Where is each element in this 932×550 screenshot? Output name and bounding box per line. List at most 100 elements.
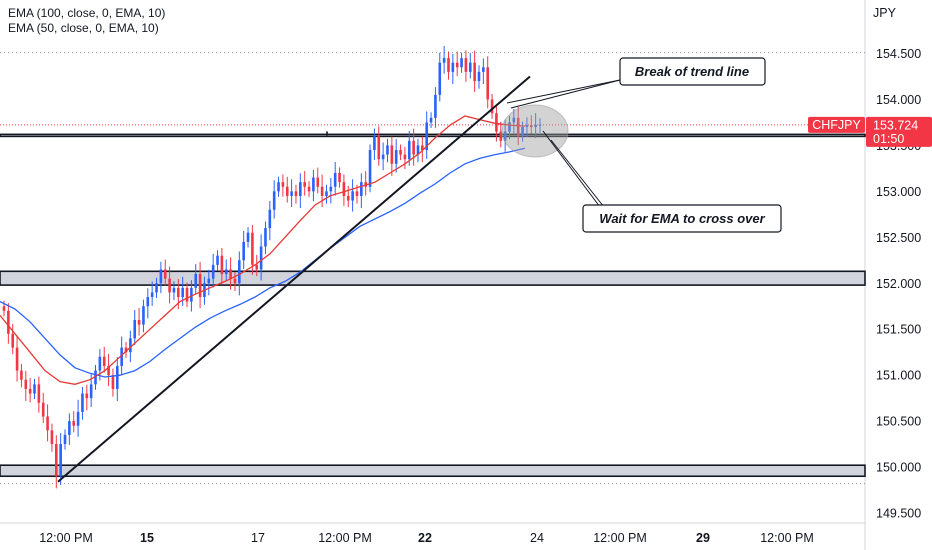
candle-body[interactable] bbox=[54, 444, 58, 477]
candle-body[interactable] bbox=[468, 62, 472, 72]
candle-body[interactable] bbox=[373, 136, 376, 150]
candle-body[interactable] bbox=[242, 241, 245, 261]
candle-body[interactable] bbox=[216, 255, 219, 265]
candle-body[interactable] bbox=[442, 58, 446, 63]
legend-ema100[interactable]: EMA (100, close, 0, EMA, 10) bbox=[8, 6, 166, 20]
candle-body[interactable] bbox=[120, 347, 123, 366]
candle-body[interactable] bbox=[268, 209, 272, 229]
candle-body[interactable] bbox=[381, 154, 385, 160]
candle-body[interactable] bbox=[272, 191, 276, 210]
highlight-circle[interactable] bbox=[501, 104, 569, 158]
candle-body[interactable] bbox=[41, 402, 45, 417]
candle-body[interactable] bbox=[177, 287, 180, 298]
candle-body[interactable] bbox=[438, 62, 442, 95]
support-zone-mid[interactable] bbox=[0, 270, 866, 286]
callout-break-box[interactable] bbox=[619, 57, 766, 86]
candle-body[interactable] bbox=[98, 356, 102, 371]
candle-body[interactable] bbox=[137, 320, 141, 325]
candle-body[interactable] bbox=[251, 232, 254, 265]
candle-body[interactable] bbox=[455, 62, 459, 68]
candle-body[interactable] bbox=[412, 140, 415, 155]
candle-body[interactable] bbox=[407, 140, 411, 160]
candle-body[interactable] bbox=[285, 186, 289, 196]
candle-body[interactable] bbox=[59, 444, 62, 477]
ema50-line[interactable] bbox=[0, 115, 526, 385]
candle-body[interactable] bbox=[503, 131, 507, 141]
candle-body[interactable] bbox=[425, 122, 428, 150]
candle-body[interactable] bbox=[7, 310, 10, 334]
candle-body[interactable] bbox=[220, 255, 224, 275]
candle-body[interactable] bbox=[185, 287, 189, 302]
candle-body[interactable] bbox=[403, 154, 407, 160]
candle-body[interactable] bbox=[46, 416, 49, 431]
candle-body[interactable] bbox=[264, 228, 267, 247]
candle-body[interactable] bbox=[85, 393, 89, 399]
candle-body[interactable] bbox=[538, 124, 542, 126]
candle-body[interactable] bbox=[394, 149, 398, 164]
candle-body[interactable] bbox=[447, 58, 450, 72]
candle-body[interactable] bbox=[116, 365, 119, 389]
candle-body[interactable] bbox=[133, 320, 137, 339]
candle-body[interactable] bbox=[181, 287, 184, 298]
resistance-line[interactable] bbox=[0, 133, 866, 138]
candle-body[interactable] bbox=[338, 172, 341, 183]
candle-body[interactable] bbox=[89, 384, 93, 399]
candle-body[interactable] bbox=[15, 347, 19, 371]
candle-body[interactable] bbox=[333, 172, 337, 187]
symbol-tag-bg[interactable] bbox=[808, 116, 865, 133]
candle-body[interactable] bbox=[2, 306, 6, 311]
candle-body[interactable] bbox=[246, 232, 250, 242]
candle-body[interactable] bbox=[473, 62, 476, 82]
candle-body[interactable] bbox=[499, 131, 503, 141]
candle-body[interactable] bbox=[477, 71, 481, 82]
candle-body[interactable] bbox=[312, 177, 315, 192]
candle-body[interactable] bbox=[490, 99, 494, 114]
candle-body[interactable] bbox=[434, 94, 437, 118]
candle-body[interactable] bbox=[124, 347, 128, 353]
callout-wait-box[interactable] bbox=[582, 204, 782, 233]
candle-body[interactable] bbox=[102, 356, 106, 366]
candle-body[interactable] bbox=[277, 182, 280, 192]
candle-body[interactable] bbox=[159, 269, 163, 284]
candle-body[interactable] bbox=[299, 182, 302, 196]
candle-body[interactable] bbox=[316, 177, 320, 187]
trend-line[interactable] bbox=[57, 75, 531, 483]
candle-body[interactable] bbox=[20, 370, 23, 380]
price-tag-bg[interactable] bbox=[866, 116, 932, 147]
candle-body[interactable] bbox=[68, 421, 71, 435]
candle-body[interactable] bbox=[508, 122, 511, 132]
candle-body[interactable] bbox=[390, 145, 394, 164]
candle-body[interactable] bbox=[50, 430, 54, 445]
candle-body[interactable] bbox=[150, 292, 154, 298]
candle-body[interactable] bbox=[325, 191, 328, 196]
candle-body[interactable] bbox=[486, 67, 490, 100]
candle-body[interactable] bbox=[360, 182, 363, 196]
candle-body[interactable] bbox=[63, 434, 67, 445]
candle-body[interactable] bbox=[529, 125, 533, 128]
candle-body[interactable] bbox=[464, 58, 468, 72]
candle-body[interactable] bbox=[207, 278, 211, 284]
candle-body[interactable] bbox=[512, 117, 516, 123]
candle-body[interactable] bbox=[416, 145, 420, 155]
candle-body[interactable] bbox=[76, 411, 80, 426]
candle-body[interactable] bbox=[37, 384, 41, 403]
candle-body[interactable] bbox=[107, 365, 110, 376]
candle-body[interactable] bbox=[190, 287, 193, 302]
legend-ema50[interactable]: EMA (50, close, 0, EMA, 10) bbox=[8, 21, 159, 35]
candle-body[interactable] bbox=[172, 287, 176, 293]
candle-body[interactable] bbox=[294, 191, 298, 196]
candle-body[interactable] bbox=[516, 117, 520, 137]
candle-body[interactable] bbox=[525, 125, 529, 128]
candle-body[interactable] bbox=[24, 379, 28, 389]
candle-body[interactable] bbox=[355, 191, 359, 196]
candle-body[interactable] bbox=[255, 264, 259, 270]
candle-body[interactable] bbox=[146, 297, 150, 307]
candle-body[interactable] bbox=[342, 182, 346, 196]
ema100-line[interactable] bbox=[0, 147, 526, 378]
candle-body[interactable] bbox=[259, 246, 263, 270]
candle-body[interactable] bbox=[198, 274, 202, 298]
candle-body[interactable] bbox=[81, 393, 84, 412]
candle-body[interactable] bbox=[233, 278, 237, 284]
candle-body[interactable] bbox=[28, 388, 32, 394]
